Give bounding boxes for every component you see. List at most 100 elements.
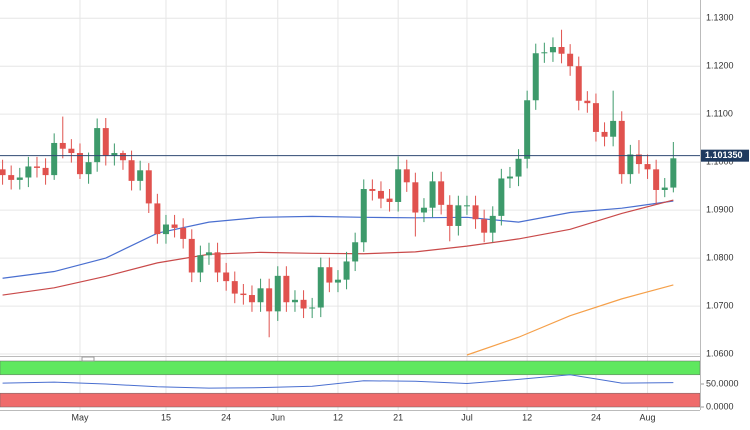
candle-body bbox=[524, 100, 531, 159]
candle-body bbox=[231, 281, 238, 294]
candle-body bbox=[558, 47, 565, 54]
candle-body bbox=[463, 205, 470, 207]
y-tick-label: 50.0000 bbox=[706, 378, 739, 388]
candle-body bbox=[584, 100, 591, 104]
zone-band bbox=[0, 392, 701, 408]
candle-body bbox=[33, 166, 40, 168]
candle-body bbox=[592, 103, 599, 132]
x-tick-label: Aug bbox=[640, 412, 656, 422]
candle-body bbox=[601, 131, 608, 137]
candle-body bbox=[16, 177, 23, 180]
zone-band bbox=[0, 360, 701, 376]
candle-body bbox=[119, 153, 126, 161]
last-price-label: 1.101350 bbox=[705, 150, 743, 160]
candle-body bbox=[59, 142, 66, 149]
candle-body bbox=[180, 227, 187, 239]
candle-body bbox=[541, 52, 548, 54]
candle-body bbox=[137, 170, 144, 181]
candle-body bbox=[575, 66, 582, 101]
candle-body bbox=[549, 47, 556, 53]
candle-body bbox=[8, 175, 15, 180]
candle-body bbox=[309, 307, 316, 309]
candle-body bbox=[412, 182, 419, 213]
candle-body bbox=[68, 148, 75, 154]
candle-body bbox=[334, 279, 341, 283]
candle-body bbox=[197, 255, 204, 273]
candle-body bbox=[386, 198, 393, 202]
candle-body bbox=[429, 181, 436, 208]
candle-body bbox=[154, 203, 161, 235]
last-price-box bbox=[701, 149, 749, 162]
line bbox=[2, 199, 674, 296]
candle-body bbox=[472, 205, 479, 220]
candle-body bbox=[506, 176, 513, 179]
candle-body bbox=[395, 169, 402, 202]
candle-body bbox=[481, 219, 488, 233]
y-tick-label: 1.0800 bbox=[706, 252, 734, 262]
candle-body bbox=[214, 252, 221, 273]
candle-body bbox=[515, 158, 522, 177]
candle-body bbox=[377, 190, 384, 199]
candle-body bbox=[438, 181, 445, 205]
candle-body bbox=[343, 261, 350, 280]
line bbox=[2, 200, 674, 279]
candle-body bbox=[171, 224, 178, 228]
candle-body bbox=[610, 120, 617, 137]
candle-body bbox=[403, 169, 410, 183]
line bbox=[2, 374, 674, 389]
candle-body bbox=[291, 299, 298, 303]
candle-body bbox=[266, 288, 273, 312]
candle-body bbox=[25, 166, 32, 178]
candle-body bbox=[326, 267, 333, 283]
candle-body bbox=[162, 224, 169, 235]
candle-body bbox=[670, 158, 677, 188]
candle-body bbox=[567, 53, 574, 67]
y-tick-label: 1.0700 bbox=[706, 300, 734, 310]
y-tick-label: 1.1200 bbox=[706, 61, 734, 71]
candle-body bbox=[76, 153, 83, 175]
candle-body bbox=[661, 187, 668, 190]
labels: 1.06001.07001.08001.09001.10001.11001.12… bbox=[71, 13, 749, 422]
candle-body bbox=[257, 288, 264, 303]
candle-body bbox=[240, 293, 247, 296]
candle-body bbox=[369, 189, 376, 191]
plot bbox=[0, 29, 701, 408]
candle-body bbox=[420, 207, 427, 213]
candle-body bbox=[248, 295, 255, 303]
candle-body bbox=[352, 242, 359, 262]
candle-body bbox=[627, 154, 634, 175]
candle-body bbox=[94, 128, 101, 163]
candle-body bbox=[51, 142, 58, 176]
y-tick-label: 1.1100 bbox=[706, 109, 733, 119]
resize-handle[interactable] bbox=[81, 356, 95, 362]
candle-body bbox=[205, 252, 212, 256]
x-tick-label: Jun bbox=[271, 412, 286, 422]
candle-body bbox=[455, 205, 462, 226]
candle-body bbox=[360, 189, 367, 243]
x-tick-label: 12 bbox=[522, 412, 532, 422]
y-tick-label: 0.0000 bbox=[706, 401, 734, 411]
candle-body bbox=[145, 170, 152, 204]
x-tick-label: Jul bbox=[461, 412, 473, 422]
candle-body bbox=[283, 275, 290, 303]
y-tick-label: 1.0600 bbox=[706, 348, 734, 358]
candle-body bbox=[188, 238, 195, 273]
x-tick-label: 12 bbox=[333, 412, 343, 422]
x-tick-label: 15 bbox=[161, 412, 171, 422]
candle-body bbox=[111, 153, 118, 156]
candle-body bbox=[223, 272, 230, 282]
candle-body bbox=[85, 162, 92, 175]
line bbox=[466, 284, 674, 356]
x-tick-label: 24 bbox=[221, 412, 231, 422]
candle-body bbox=[644, 164, 651, 170]
x-tick-label: 21 bbox=[393, 412, 403, 422]
x-tick-label: 24 bbox=[591, 412, 601, 422]
candle-body bbox=[653, 169, 660, 190]
y-tick-label: 1.1300 bbox=[706, 13, 734, 23]
y-tick-label: 1.0900 bbox=[706, 204, 734, 214]
candle-body bbox=[42, 167, 49, 176]
candle-body bbox=[317, 267, 324, 308]
